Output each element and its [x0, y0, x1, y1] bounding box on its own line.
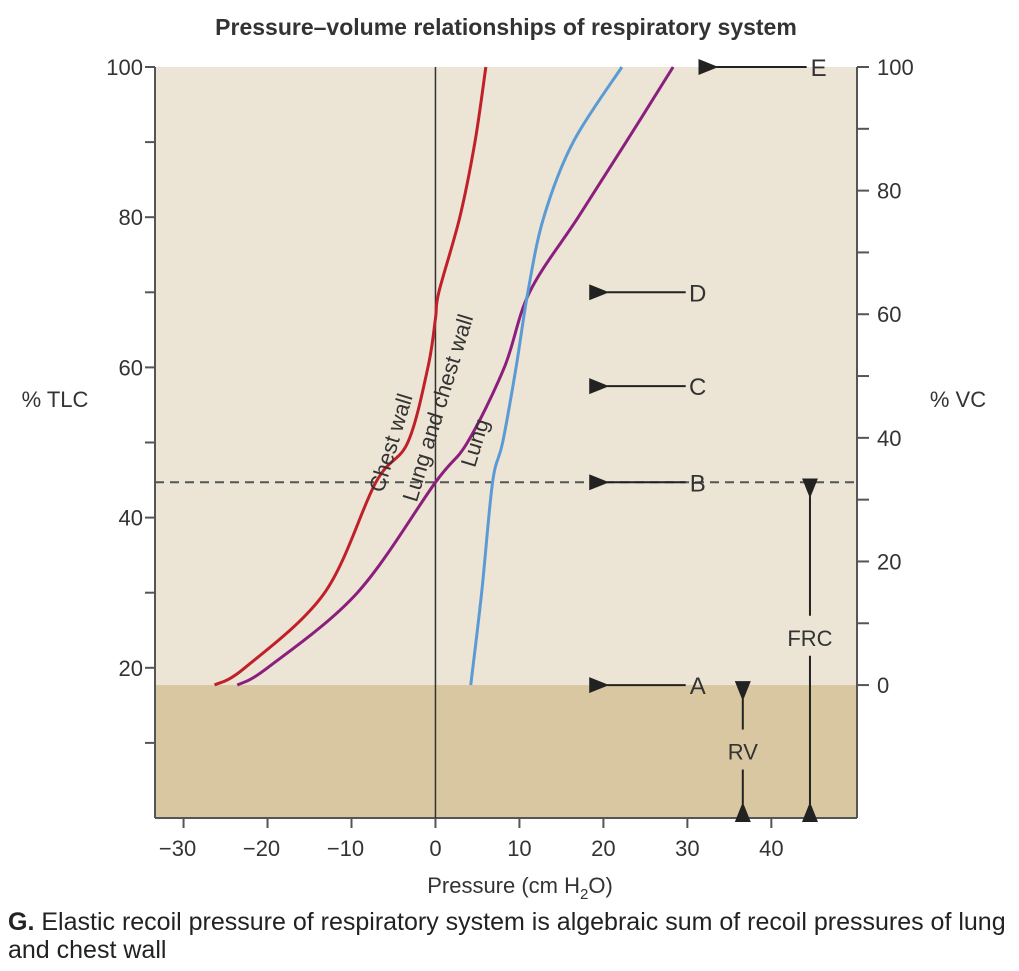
y2-axis-label: % VC: [930, 387, 986, 412]
volume-marker-label-A: A: [690, 673, 706, 700]
span-label-FRC: FRC: [787, 626, 832, 651]
y-tick-label: 60: [119, 355, 143, 380]
x-tick-label: 0: [429, 836, 441, 861]
y-tick-label: 40: [119, 506, 143, 531]
y2-tick-label: 100: [877, 55, 914, 80]
plot-area: 20 40 60 80 100 0 20 40 60 80 100 −30 −20 −10 0 10 20 30 4…: [106, 55, 913, 861]
x-axis-label: Pressure (cm H2O): [427, 873, 613, 903]
y-tick-label: 80: [119, 205, 143, 230]
y-tick-label: 100: [106, 55, 143, 80]
span-label-RV: RV: [728, 740, 758, 765]
caption-letter: G.: [8, 908, 35, 936]
x-tick-label: 30: [675, 836, 699, 861]
curve-chest-wall: [213, 66, 488, 687]
y2-tick-label: 0: [877, 673, 889, 698]
caption-text: Elastic recoil pressure of respiratory s…: [8, 908, 1006, 964]
volume-marker-label-D: D: [689, 280, 706, 307]
y2-tick-label: 20: [877, 549, 901, 574]
figure-caption: G. Elastic recoil pressure of respirator…: [8, 908, 1008, 964]
x-tick-label: −20: [243, 836, 280, 861]
volume-marker-label-C: C: [689, 374, 706, 401]
y2-tick-label: 60: [877, 302, 901, 327]
volume-marker-label-B: B: [690, 470, 706, 497]
curve-lung-and-chest-wall: [236, 66, 675, 687]
x-tick-label: 20: [591, 836, 615, 861]
y2-tick-label: 80: [877, 179, 901, 204]
chart-title: Pressure–volume relationships of respira…: [215, 14, 797, 40]
x-tick-label: −30: [159, 836, 196, 861]
curve-lung: [469, 66, 624, 686]
residual-volume-zone: [155, 685, 857, 818]
volume-marker-label-E: E: [811, 55, 827, 82]
x-tick-label: 40: [759, 836, 783, 861]
x-tick-label: 10: [507, 836, 531, 861]
y-axis-label: % TLC: [22, 387, 89, 412]
y2-tick-label: 40: [877, 426, 901, 451]
x-tick-label: −10: [327, 836, 364, 861]
y-tick-label: 20: [119, 656, 143, 681]
